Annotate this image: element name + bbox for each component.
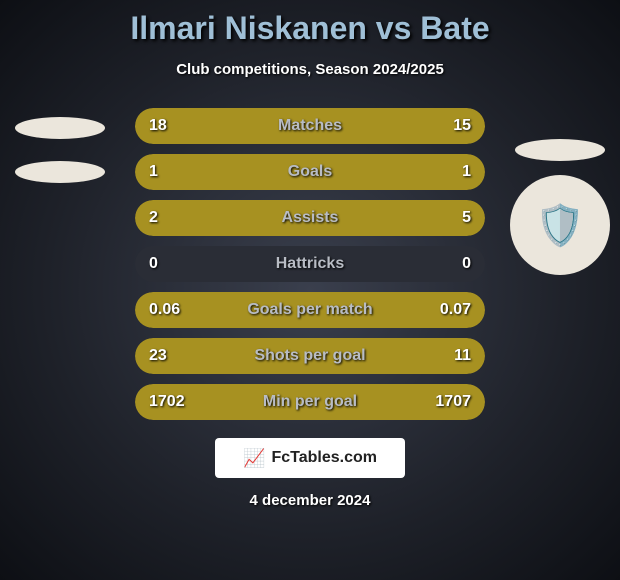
stat-label: Shots per goal <box>135 338 485 374</box>
crest-icon: 🛡️ <box>535 202 585 249</box>
avatar-left-placeholder-bottom <box>15 161 105 183</box>
stat-value-right: 0.07 <box>440 292 471 328</box>
stat-value-right: 1707 <box>435 384 471 420</box>
stat-bar: Goals1 1 <box>135 154 485 190</box>
stat-bar: Matches18 15 <box>135 108 485 144</box>
footer-date: 4 december 2024 <box>0 492 620 509</box>
avatar-left <box>10 100 110 200</box>
stat-value-left: 1702 <box>149 384 185 420</box>
stat-bar: Min per goal1702 1707 <box>135 384 485 420</box>
page-subtitle: Club competitions, Season 2024/2025 <box>0 61 620 78</box>
stat-value-left: 18 <box>149 108 167 144</box>
avatar-right-placeholder <box>515 139 605 161</box>
stat-label: Goals per match <box>135 292 485 328</box>
stat-value-left: 0 <box>149 246 158 282</box>
stat-value-right: 1 <box>462 154 471 190</box>
stat-label: Assists <box>135 200 485 236</box>
stat-value-left: 2 <box>149 200 158 236</box>
stat-label: Goals <box>135 154 485 190</box>
stat-value-left: 23 <box>149 338 167 374</box>
chart-icon: 📈 <box>243 448 265 469</box>
stat-bar: Hattricks0 0 <box>135 246 485 282</box>
comparison-bars: Matches1815Goals11Assists25Hattricks00Go… <box>135 108 485 420</box>
brand-text: FcTables.com <box>271 449 377 467</box>
stat-value-right: 15 <box>453 108 471 144</box>
stat-value-right: 11 <box>454 338 471 374</box>
stat-value-left: 1 <box>149 154 158 190</box>
stat-bar: Assists2 5 <box>135 200 485 236</box>
stat-bar: Goals per match0.06 0.07 <box>135 292 485 328</box>
stat-value-left: 0.06 <box>149 292 180 328</box>
stat-label: Hattricks <box>135 246 485 282</box>
stat-bar: Shots per goal23 11 <box>135 338 485 374</box>
club-crest-right: 🛡️ <box>510 175 610 275</box>
stat-value-right: 0 <box>462 246 471 282</box>
avatar-left-placeholder-top <box>15 117 105 139</box>
stat-value-right: 5 <box>462 200 471 236</box>
brand-badge: 📈 FcTables.com <box>215 438 405 478</box>
stat-label: Min per goal <box>135 384 485 420</box>
stat-label: Matches <box>135 108 485 144</box>
page-title: Ilmari Niskanen vs Bate <box>0 0 620 47</box>
